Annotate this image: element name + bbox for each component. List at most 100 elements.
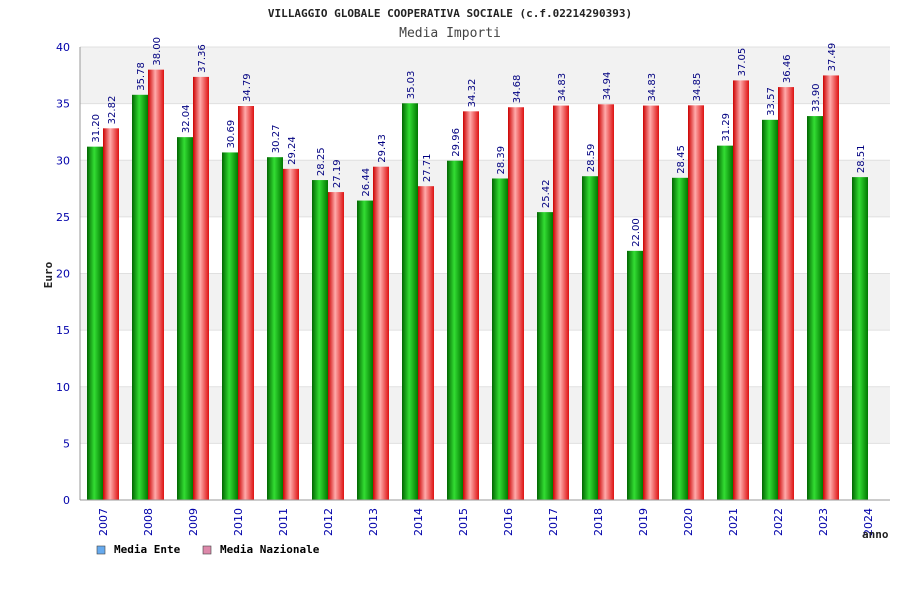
chart-title: VILLAGGIO GLOBALE COOPERATIVA SOCIALE (c… (268, 7, 632, 20)
value-label-nazionale: 37.49 (827, 43, 838, 72)
value-label-ente: 28.39 (496, 146, 507, 175)
y-tick-label: 0 (63, 494, 70, 507)
value-label-ente: 33.90 (811, 83, 822, 112)
value-label-ente: 29.96 (451, 128, 462, 157)
value-label-nazionale: 34.83 (647, 73, 658, 102)
y-tick-label: 5 (63, 437, 70, 450)
value-labels-group: 31.20 32.82 35.78 38.00 32.04 37.36 30.69 34.79… (91, 37, 867, 247)
plot-band (80, 386, 890, 444)
value-label-nazionale: 37.36 (197, 44, 208, 73)
bar-ente (267, 157, 283, 500)
value-label-ente: 30.69 (226, 120, 237, 149)
y-tick-label: 15 (56, 324, 70, 337)
bar-nazionale (643, 105, 659, 501)
bar-nazionale (103, 128, 119, 500)
gridlines (80, 46, 890, 501)
value-label-ente: 25.42 (541, 179, 552, 208)
value-label-ente: 33.57 (766, 87, 777, 116)
bar-ente (627, 250, 643, 500)
legend-label-ente: Media Ente (114, 543, 181, 556)
x-tick-label: 2014 (412, 508, 425, 536)
value-label-ente: 26.44 (361, 168, 372, 197)
bar-ente (357, 200, 373, 500)
y-tick-label: 30 (56, 154, 70, 167)
value-label-nazionale: 34.94 (602, 72, 613, 101)
plot-band (80, 160, 890, 217)
value-label-ente: 32.04 (181, 105, 192, 134)
bar-ente (717, 145, 733, 500)
value-label-nazionale: 27.19 (332, 159, 343, 188)
x-axis-ticks: 2007 2008 2009 2010 2011 2012 2013 2014 2015 2016… (97, 508, 875, 536)
value-label-nazionale: 37.05 (737, 48, 748, 77)
bar-ente (132, 94, 148, 500)
x-tick-label: 2022 (772, 508, 785, 536)
bar-nazionale (463, 111, 479, 501)
bar-nazionale (238, 106, 254, 501)
bar-ente (807, 116, 823, 501)
bar-nazionale (553, 105, 569, 501)
value-label-nazionale: 38.00 (152, 37, 163, 66)
bar-nazionale (373, 166, 389, 500)
legend-swatch-nazionale (202, 545, 212, 555)
x-tick-label: 2015 (457, 508, 470, 536)
bar-ente (492, 178, 508, 500)
y-axis-ticks: 0 5 10 15 20 25 30 35 40 (56, 41, 70, 507)
value-label-nazionale: 34.68 (512, 75, 523, 104)
x-tick-label: 2019 (637, 508, 650, 536)
bar-nazionale (778, 87, 794, 500)
x-tick-label: 2011 (277, 508, 290, 536)
y-tick-label: 35 (56, 98, 70, 111)
y-tick-label: 10 (56, 381, 70, 394)
plot-band (80, 47, 890, 104)
bar-nazionale (418, 186, 434, 500)
value-label-nazionale: 32.82 (107, 96, 118, 125)
value-label-ente: 30.27 (271, 125, 282, 154)
value-label-nazionale: 34.32 (467, 79, 478, 108)
x-tick-label: 2024 (862, 508, 875, 536)
bar-ente (312, 180, 328, 500)
value-label-nazionale: 34.79 (242, 73, 253, 102)
value-label-ente: 22.00 (631, 218, 642, 247)
value-label-nazionale: 29.24 (287, 136, 298, 165)
bar-nazionale (688, 105, 704, 500)
value-label-ente: 31.29 (721, 113, 732, 142)
x-tick-label: 2007 (97, 508, 110, 536)
bar-nazionale (823, 75, 839, 500)
x-axis-label: anno (862, 528, 889, 541)
value-label-nazionale: 34.83 (557, 73, 568, 102)
legend-swatch-ente (96, 545, 106, 555)
bar-ente (447, 160, 463, 500)
x-tick-label: 2020 (682, 508, 695, 536)
x-tick-label: 2009 (187, 508, 200, 536)
x-tick-label: 2010 (232, 508, 245, 536)
bar-nazionale (598, 104, 614, 500)
bar-ente (672, 177, 688, 500)
value-label-nazionale: 36.46 (782, 54, 793, 83)
bar-nazionale (733, 80, 749, 500)
x-tick-label: 2023 (817, 508, 830, 536)
x-tick-label: 2018 (592, 508, 605, 536)
bar-ente (402, 103, 418, 500)
x-tick-label: 2017 (547, 508, 560, 536)
bar-ente (762, 119, 778, 500)
x-tick-label: 2013 (367, 508, 380, 536)
legend-label-nazionale: Media Nazionale (220, 543, 320, 556)
bar-nazionale (508, 107, 524, 501)
value-label-ente: 28.59 (586, 144, 597, 173)
x-tick-label: 2008 (142, 508, 155, 536)
bar-ente (582, 176, 598, 500)
bar-ente (537, 212, 553, 500)
value-label-nazionale: 34.85 (692, 73, 703, 102)
x-tick-label: 2021 (727, 508, 740, 536)
y-tick-label: 20 (56, 268, 70, 281)
legend: Media Ente Media Nazionale (96, 543, 320, 556)
chart-subtitle: Media Importi (399, 26, 501, 41)
value-label-ente: 35.03 (406, 71, 417, 100)
value-label-nazionale: 27.71 (422, 154, 433, 183)
bar-ente (852, 177, 868, 500)
y-tick-label: 40 (56, 41, 70, 54)
value-label-ente: 28.45 (676, 145, 687, 174)
bars-group (87, 69, 868, 501)
plot-band (80, 273, 890, 331)
